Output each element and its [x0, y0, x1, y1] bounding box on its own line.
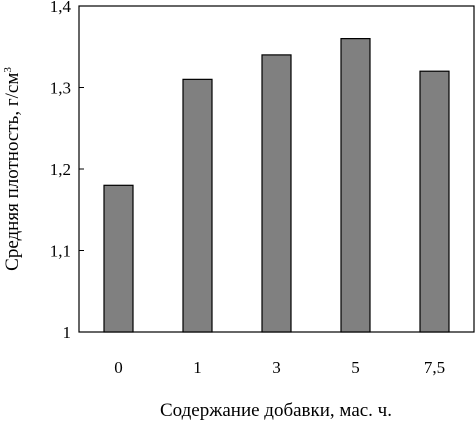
y-axis-title-superscript: 3 — [2, 67, 14, 73]
bar — [182, 78, 213, 333]
y-tick-marks — [79, 5, 84, 333]
bar — [340, 37, 371, 333]
y-tick-labels: 1 1,1 1,2 1,3 1,4 — [50, 0, 72, 342]
y-tick-label: 1,1 — [50, 242, 71, 261]
bar — [419, 70, 450, 333]
bar — [103, 184, 134, 333]
x-tick-labels: 0 1 3 5 7,5 — [114, 358, 445, 377]
x-axis-title: Содержание добавки, мас. ч. — [160, 400, 392, 421]
bar — [261, 54, 292, 333]
y-axis-title: Средняя плотность, г/см3 — [2, 67, 23, 271]
bars — [103, 37, 450, 333]
y-tick-label: 1,3 — [50, 79, 71, 98]
y-axis-title-text: Средняя плотность, г/см — [2, 73, 23, 271]
x-tick-label: 5 — [351, 358, 360, 377]
x-tick-label: 3 — [272, 358, 281, 377]
y-tick-label: 1 — [63, 323, 72, 342]
x-tick-label: 1 — [193, 358, 202, 377]
y-tick-label: 1,4 — [50, 0, 72, 16]
x-tick-label: 0 — [114, 358, 123, 377]
x-tick-label: 7,5 — [424, 358, 445, 377]
y-tick-label: 1,2 — [50, 160, 71, 179]
